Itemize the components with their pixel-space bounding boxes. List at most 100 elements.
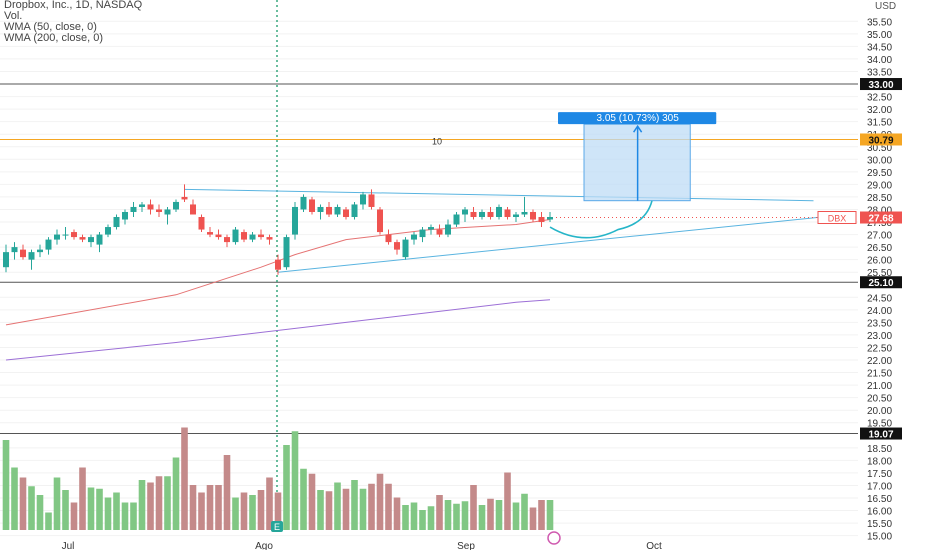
price-axis-label: 29.00 — [867, 180, 892, 191]
candle-body — [173, 201, 179, 210]
price-tag-3079: 30.79 — [868, 135, 893, 146]
time-axis-label: Jul — [62, 541, 75, 550]
volume-bar — [240, 492, 248, 530]
volume-bar — [147, 482, 154, 530]
candle-body — [479, 211, 485, 218]
volume-bar — [172, 457, 180, 530]
price-axis-label: 34.00 — [867, 55, 892, 66]
earnings-marker-label: E — [274, 522, 280, 532]
volume-bar — [410, 502, 418, 530]
candle-body — [258, 234, 264, 238]
time-axis-label: Sep — [457, 541, 475, 550]
price-axis-label: 25.50 — [867, 268, 892, 279]
price-tag-1907: 19.07 — [868, 430, 893, 441]
candle-body — [538, 217, 545, 223]
candle-body — [453, 214, 460, 225]
candle-body — [547, 217, 553, 220]
volume-label[interactable]: Vol. — [4, 10, 23, 22]
wma50-line — [5, 219, 551, 326]
volume-bar — [402, 505, 409, 530]
candle-body — [428, 227, 434, 230]
volume-bar — [487, 498, 494, 530]
candle-body — [207, 232, 213, 235]
candle-body — [317, 206, 324, 212]
price-axis-label: 20.00 — [867, 406, 892, 417]
candle-body — [105, 227, 111, 235]
wma50-label[interactable]: WMA (50, close, 0) — [4, 21, 97, 33]
price-axis-label: 26.00 — [867, 256, 892, 267]
volume-bar — [138, 480, 146, 530]
candle-body — [130, 206, 137, 212]
volume-bar — [223, 455, 231, 530]
time-axis: Jul Ago Sep Oct — [62, 541, 662, 552]
earnings-marker — [271, 521, 283, 532]
price-axis-label: 28.00 — [867, 205, 892, 216]
symbol-badge-bg — [817, 211, 857, 225]
wma200-line — [5, 299, 551, 361]
price-axis-label: 21.50 — [867, 369, 892, 380]
volume-bar — [155, 476, 163, 530]
candles — [3, 184, 553, 275]
volume-bar — [215, 485, 222, 530]
trendline-upper — [184, 188, 814, 202]
volume-bar — [461, 501, 469, 530]
price-axis-label: 26.50 — [867, 243, 892, 254]
price-tag-last-bg — [860, 211, 902, 224]
volume-bar — [427, 506, 435, 530]
volume-bar — [19, 477, 27, 530]
candle-body — [521, 211, 528, 215]
candle-body — [20, 249, 26, 258]
volume-bar — [521, 493, 528, 530]
volume-bar — [478, 505, 486, 530]
volume-bar — [529, 507, 537, 530]
candle-body — [275, 259, 281, 270]
price-axis-label: 22.50 — [867, 343, 892, 354]
volume-bar — [317, 490, 324, 530]
price-tag-33-bg — [860, 78, 902, 91]
candle-body — [241, 232, 247, 240]
candle-body — [513, 214, 519, 218]
volume-bar — [436, 495, 443, 530]
candle-body — [164, 209, 171, 215]
price-tag-1907-bg — [860, 427, 902, 440]
symbol-title[interactable]: Dropbox, Inc., 1D, NASDAQ — [4, 0, 143, 11]
candle-body — [156, 209, 162, 212]
candle-body — [3, 252, 9, 268]
candle-body — [436, 229, 443, 235]
price-axis-label: 27.50 — [867, 218, 892, 229]
price-axis-label: 33.50 — [867, 67, 892, 78]
price-axis-label: 19.50 — [867, 419, 892, 430]
volume-bar — [308, 473, 316, 530]
projection-label: 3.05 (10.73%) 305 — [596, 113, 679, 124]
volume-bar — [232, 497, 239, 530]
volume-bar — [104, 497, 112, 530]
horizontal-levels — [0, 0, 858, 530]
price-axis-label: 16.50 — [867, 494, 892, 505]
volume-bar — [453, 503, 460, 530]
wma200-label[interactable]: WMA (200, close, 0) — [4, 32, 104, 44]
grid-layer — [0, 20, 858, 537]
dividend-icon — [547, 531, 561, 545]
candle-body — [496, 206, 502, 218]
volume-bar — [36, 495, 44, 530]
volume-bar — [198, 492, 205, 530]
volume-bar — [257, 490, 265, 530]
candle-body — [283, 237, 290, 268]
volume-bar — [181, 427, 188, 530]
currency-label: USD — [875, 1, 896, 12]
chart-legend: Dropbox, Inc., 1D, NASDAQ Vol. WMA (50, … — [4, 0, 142, 44]
candle-body — [71, 232, 77, 238]
candle-body — [504, 209, 511, 218]
volume-bar — [45, 512, 52, 530]
candle-body — [224, 237, 230, 243]
volume-bar — [325, 491, 333, 530]
candle-body — [88, 237, 94, 243]
volume-bars — [2, 427, 554, 530]
price-axis-label: 15.50 — [867, 519, 892, 530]
volume-bar — [189, 485, 197, 530]
price-axis-label: 21.00 — [867, 381, 892, 392]
candle-body — [487, 211, 494, 218]
